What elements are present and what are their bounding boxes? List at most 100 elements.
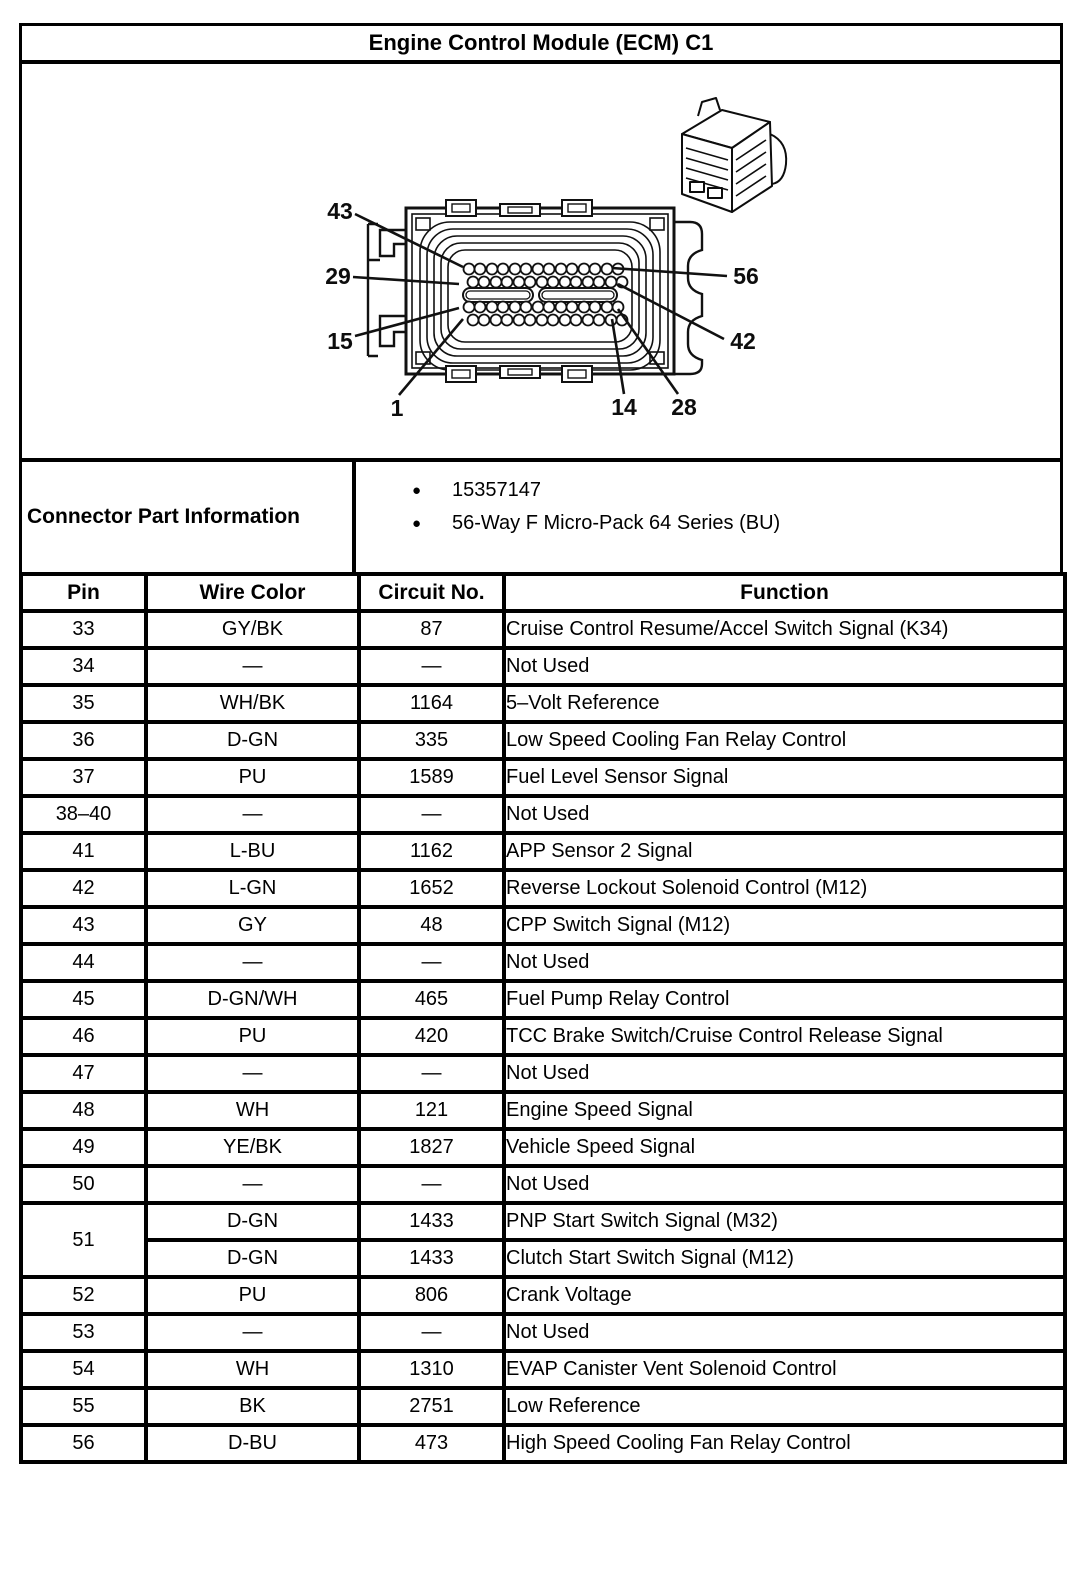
housing-tabs	[445, 199, 593, 383]
circuit-no-cell: —	[357, 1164, 506, 1205]
wire-color-cell: PU	[144, 757, 361, 798]
table-row: 46 PU 420 TCC Brake Switch/Cruise Control R…	[19, 1016, 1067, 1057]
callout-label: 1	[391, 395, 404, 421]
table-row: 52 PU 806 Crank Voltage	[19, 1275, 1067, 1316]
table-row: 47— — Not Used	[19, 1053, 1067, 1094]
ecm-connector-page: Engine Control Module (ECM) C1	[19, 23, 1067, 1464]
wire-color-cell: —	[144, 1312, 361, 1353]
column-header: Wire Color	[144, 572, 361, 613]
function-cell: Low Reference	[502, 1386, 1067, 1427]
wire-color-cell: YE/BK	[144, 1127, 361, 1168]
table-row: 44— — Not Used	[19, 942, 1067, 983]
circuit-no-cell: 1433	[357, 1201, 506, 1242]
table-row: 36 D-GN 335 Low Speed Cooling Fan Relay Con…	[19, 720, 1067, 761]
connector-part-info-values: ● 15357147 ● 56-Way F Micro-Pack 64 Series …	[356, 462, 1060, 572]
page-title: Engine Control Module (ECM) C1	[19, 23, 1063, 64]
callout-leader-line	[610, 318, 626, 395]
bullet-icon: ●	[412, 515, 422, 532]
connector-part-info-label: Connector Part Information	[22, 462, 356, 572]
connector-part-item: ● 15357147	[412, 474, 1060, 507]
function-cell: Not Used	[502, 794, 1067, 835]
table-row: 41 L-BU 1162 APP Sensor 2 Signal	[19, 831, 1067, 872]
function-cell: Fuel Level Sensor Signal	[502, 757, 1067, 798]
function-cell: CPP Switch Signal (M12)	[502, 905, 1067, 946]
connector-face-drawing: 43 29 15 1 14 28 56 42	[325, 97, 788, 421]
table-row: 50— — Not Used	[19, 1164, 1067, 1205]
callout-leader-line	[354, 306, 460, 338]
wire-color-cell: D-GN	[144, 720, 361, 761]
function-cell: High Speed Cooling Fan Relay Control	[502, 1423, 1067, 1464]
wire-color-cell: L-GN	[144, 868, 361, 909]
function-cell: PNP Start Switch Signal (M32)	[502, 1201, 1067, 1242]
wire-color-cell: D-GN/WH	[144, 979, 361, 1020]
circuit-no-cell: 48	[357, 905, 506, 946]
pin-cell: 48	[19, 1090, 148, 1131]
circuit-no-cell: —	[357, 1053, 506, 1094]
bullet-icon: ●	[412, 482, 422, 499]
table-row: 53— — Not Used	[19, 1312, 1067, 1353]
function-cell: Vehicle Speed Signal	[502, 1127, 1067, 1168]
callout-label: 29	[325, 263, 351, 289]
table-row: 49 YE/BK 1827 Vehicle Speed Signal	[19, 1127, 1067, 1168]
circuit-no-cell: 1164	[357, 683, 506, 724]
function-cell: APP Sensor 2 Signal	[502, 831, 1067, 872]
connector-diagram: 43 29 15 1 14 28 56 42	[19, 64, 1063, 462]
pin-cell: 52	[19, 1275, 148, 1316]
circuit-no-cell: 87	[357, 609, 506, 650]
table-row: D-GN 1433 Clutch Start Switch Signal (M12)	[21, 1238, 1067, 1279]
pin-table: Pin Wire Color Circuit No. Function 33 GY/BK…	[19, 572, 1067, 1464]
connector-3d-view	[681, 97, 788, 213]
circuit-no-cell: 1827	[357, 1127, 506, 1168]
pin-cell: 34	[19, 646, 148, 687]
wire-color-cell: —	[144, 1164, 361, 1205]
circuit-no-cell: 2751	[357, 1386, 506, 1427]
table-row: 34— — Not Used	[19, 646, 1067, 687]
pin-cell: 35	[19, 683, 148, 724]
wire-color-cell: GY	[144, 905, 361, 946]
wire-color-cell: WH	[144, 1349, 361, 1390]
callout-label: 15	[327, 328, 353, 354]
callout-leader-line	[611, 266, 728, 278]
circuit-no-cell: 121	[357, 1090, 506, 1131]
function-cell: Not Used	[502, 646, 1067, 687]
table-row: 45 D-GN/WH 465 Fuel Pump Relay Control	[19, 979, 1067, 1020]
table-row: 56 D-BU 473 High Speed Cooling Fan Relay Co…	[19, 1423, 1067, 1464]
table-row: 42 L-GN 1652 Reverse Lockout Solenoid Contr…	[19, 868, 1067, 909]
pin-cell: 47	[19, 1053, 148, 1094]
function-cell: Fuel Pump Relay Control	[502, 979, 1067, 1020]
table-row: 43 GY 48 CPP Switch Signal (M12)	[19, 905, 1067, 946]
column-header: Circuit No.	[357, 572, 506, 613]
circuit-no-cell: —	[357, 942, 506, 983]
callout-leader-line	[616, 308, 680, 395]
page-title-text: Engine Control Module (ECM) C1	[368, 30, 714, 55]
function-cell: Not Used	[502, 1164, 1067, 1205]
function-cell: TCC Brake Switch/Cruise Control Release …	[502, 1016, 1067, 1057]
wire-color-cell: D-GN	[144, 1201, 361, 1242]
pin-cell: 55	[19, 1386, 148, 1427]
table-row: 33 GY/BK 87 Cruise Control Resume/Accel Swi…	[19, 609, 1067, 650]
wire-color-cell: —	[144, 1053, 361, 1094]
wire-color-cell: PU	[144, 1016, 361, 1057]
circuit-no-cell: —	[357, 794, 506, 835]
table-row: 35 WH/BK 1164 5–Volt Reference	[19, 683, 1067, 724]
connector-part-item-text: 15357147	[452, 479, 541, 501]
pin-cell: 41	[19, 831, 148, 872]
table-row: 54 WH 1310 EVAP Canister Vent Solenoid Cont…	[19, 1349, 1067, 1390]
function-cell: EVAP Canister Vent Solenoid Control	[502, 1349, 1067, 1390]
connector-part-item-text: 56-Way F Micro-Pack 64 Series (BU)	[452, 512, 781, 534]
wire-color-cell: GY/BK	[144, 609, 361, 650]
callout-leader-line	[352, 275, 460, 286]
function-cell: 5–Volt Reference	[502, 683, 1067, 724]
circuit-no-cell: 1652	[357, 868, 506, 909]
circuit-no-cell: 1433	[357, 1238, 506, 1279]
wire-color-cell: WH	[144, 1090, 361, 1131]
table-row: 55 BK 2751 Low Reference	[19, 1386, 1067, 1427]
function-cell: Low Speed Cooling Fan Relay Control	[502, 720, 1067, 761]
circuit-no-cell: 335	[357, 720, 506, 761]
wire-color-cell: PU	[144, 1275, 361, 1316]
wire-color-cell: —	[144, 794, 361, 835]
pin-cavities	[462, 262, 629, 327]
callout-leader-line	[354, 212, 464, 269]
wire-color-cell: D-BU	[144, 1423, 361, 1464]
function-cell: Not Used	[502, 1053, 1067, 1094]
